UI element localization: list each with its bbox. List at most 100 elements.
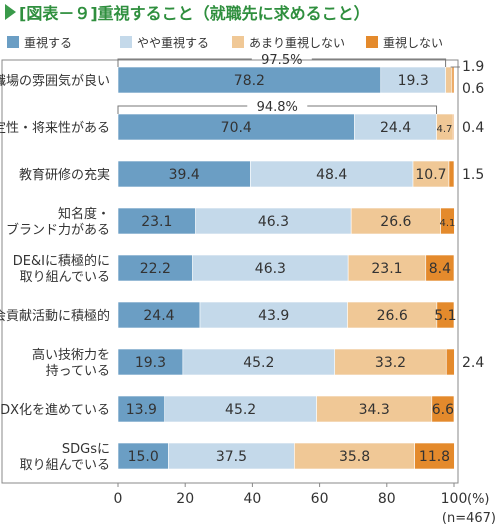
bar-segment	[451, 66, 455, 94]
legend-swatch	[120, 36, 132, 48]
bar-segment	[195, 207, 352, 235]
category-label: 高い技術力を	[32, 347, 110, 363]
value-label: 23.1	[141, 214, 172, 230]
bar-segment	[182, 348, 336, 376]
legend-label: 重視しない	[383, 35, 443, 50]
bar-segment	[117, 207, 196, 235]
value-label: 26.6	[380, 214, 411, 230]
value-label: 45.2	[225, 402, 256, 418]
value-label: 8.4	[429, 261, 451, 277]
value-label: 24.4	[143, 308, 174, 324]
value-label: 5.1	[434, 308, 456, 324]
bar-segment	[347, 301, 438, 329]
bracket-line	[117, 105, 438, 114]
value-label: 23.1	[371, 261, 402, 277]
bar-segment	[316, 395, 433, 423]
bar-segment	[347, 254, 427, 282]
legend-swatch	[232, 36, 244, 48]
value-label: 4.1	[439, 218, 455, 229]
value-label: 6.6	[432, 402, 454, 418]
category-label: 安定性・将来性がある	[0, 121, 110, 136]
bar-segment	[354, 113, 437, 141]
legend-label: やや重視する	[137, 35, 209, 50]
x-axis: 0 20 40 60 80 100 (%) (n=467)	[114, 483, 496, 526]
value-label: 2.4	[462, 355, 484, 371]
value-label: 10.7	[415, 167, 446, 183]
value-label: 19.3	[398, 73, 429, 89]
bracket-label: 94.8%	[257, 100, 298, 115]
legend-label: 重視する	[24, 35, 72, 50]
category-label: DX化を進めている	[0, 403, 110, 418]
value-label: 0.4	[462, 120, 484, 136]
value-label: 11.8	[419, 449, 450, 465]
value-label: 22.2	[140, 261, 171, 277]
bar-segment	[117, 395, 166, 423]
value-label: 34.3	[359, 402, 390, 418]
value-label: 26.6	[377, 308, 408, 324]
x-tick-label: 40	[243, 491, 261, 507]
plot-frame	[1, 59, 459, 484]
bar-segment	[294, 442, 415, 470]
bar-segment	[425, 254, 455, 282]
bar-segment	[192, 254, 349, 282]
legend-swatch	[7, 36, 19, 48]
value-label: 33.2	[375, 355, 406, 371]
value-label: 13.9	[126, 402, 157, 418]
value-label: 48.4	[316, 167, 347, 183]
bar-segment	[431, 395, 455, 423]
category-label: ブランド力がある	[6, 222, 110, 238]
sample-size-label: (n=467)	[442, 511, 496, 526]
value-label: 19.3	[135, 355, 166, 371]
bar-segment	[380, 66, 446, 94]
legend-swatch	[366, 36, 378, 48]
x-tick-label: 100	[441, 491, 468, 507]
bar-segment	[440, 207, 455, 235]
bar-segment	[445, 348, 455, 376]
bar-segment	[436, 301, 455, 329]
x-tick-label: 80	[378, 491, 396, 507]
value-label: 15.0	[128, 449, 159, 465]
bar-segment	[117, 160, 251, 188]
value-label: 39.4	[169, 167, 200, 183]
bar-segment	[117, 113, 355, 141]
bar-segment	[334, 348, 447, 376]
bar-segment	[117, 348, 184, 376]
bracket-line	[117, 58, 447, 67]
bar-segment	[117, 442, 169, 470]
bar-segment	[164, 395, 317, 423]
chart-title: [図表－９]重視すること（就職先に求めること）	[19, 4, 370, 23]
value-label: 46.3	[255, 261, 286, 277]
bar-segment	[452, 113, 454, 141]
bar-segment	[117, 254, 193, 282]
category-label: 教育研修の充実	[19, 167, 110, 183]
value-label: 43.9	[258, 308, 289, 324]
category-label: 社会貢献活動に積極的	[0, 308, 110, 324]
value-label: 46.3	[258, 214, 289, 230]
bar-segment	[168, 442, 295, 470]
x-unit-label: (%)	[467, 492, 490, 507]
value-label: 37.5	[216, 449, 247, 465]
value-label: 0.6	[462, 81, 484, 97]
x-tick-label: 60	[311, 491, 329, 507]
value-label: 35.8	[339, 449, 370, 465]
bar-segment	[448, 160, 455, 188]
legend: 重視する やや重視する あまり重視しない 重視しない	[7, 35, 443, 50]
category-label: 知名度・	[58, 206, 110, 222]
bar-segment	[414, 442, 455, 470]
bracket-label: 97.5%	[261, 53, 302, 68]
title-arrow-icon	[5, 4, 16, 20]
x-tick-label: 20	[176, 491, 194, 507]
bars: 78.2 19.3 1.9 0.6 70.4 24.4 4.7 0.4 39.4 48.4 10.7…	[117, 59, 484, 470]
category-label: 取り組んでいる	[20, 270, 110, 285]
legend-label: あまり重視しない	[249, 35, 345, 50]
value-label: 1.9	[462, 59, 484, 75]
bracket-annotations: 97.5% 94.8%	[117, 53, 447, 115]
value-label: 45.2	[243, 355, 274, 371]
category-label: 取り組んでいる	[20, 458, 110, 473]
category-label: SDGsに	[62, 442, 110, 457]
chart-title-group: [図表－９]重視すること（就職先に求めること）	[5, 4, 370, 23]
bar-segment	[117, 66, 382, 94]
category-label: DE&Iに積極的に	[13, 253, 110, 269]
